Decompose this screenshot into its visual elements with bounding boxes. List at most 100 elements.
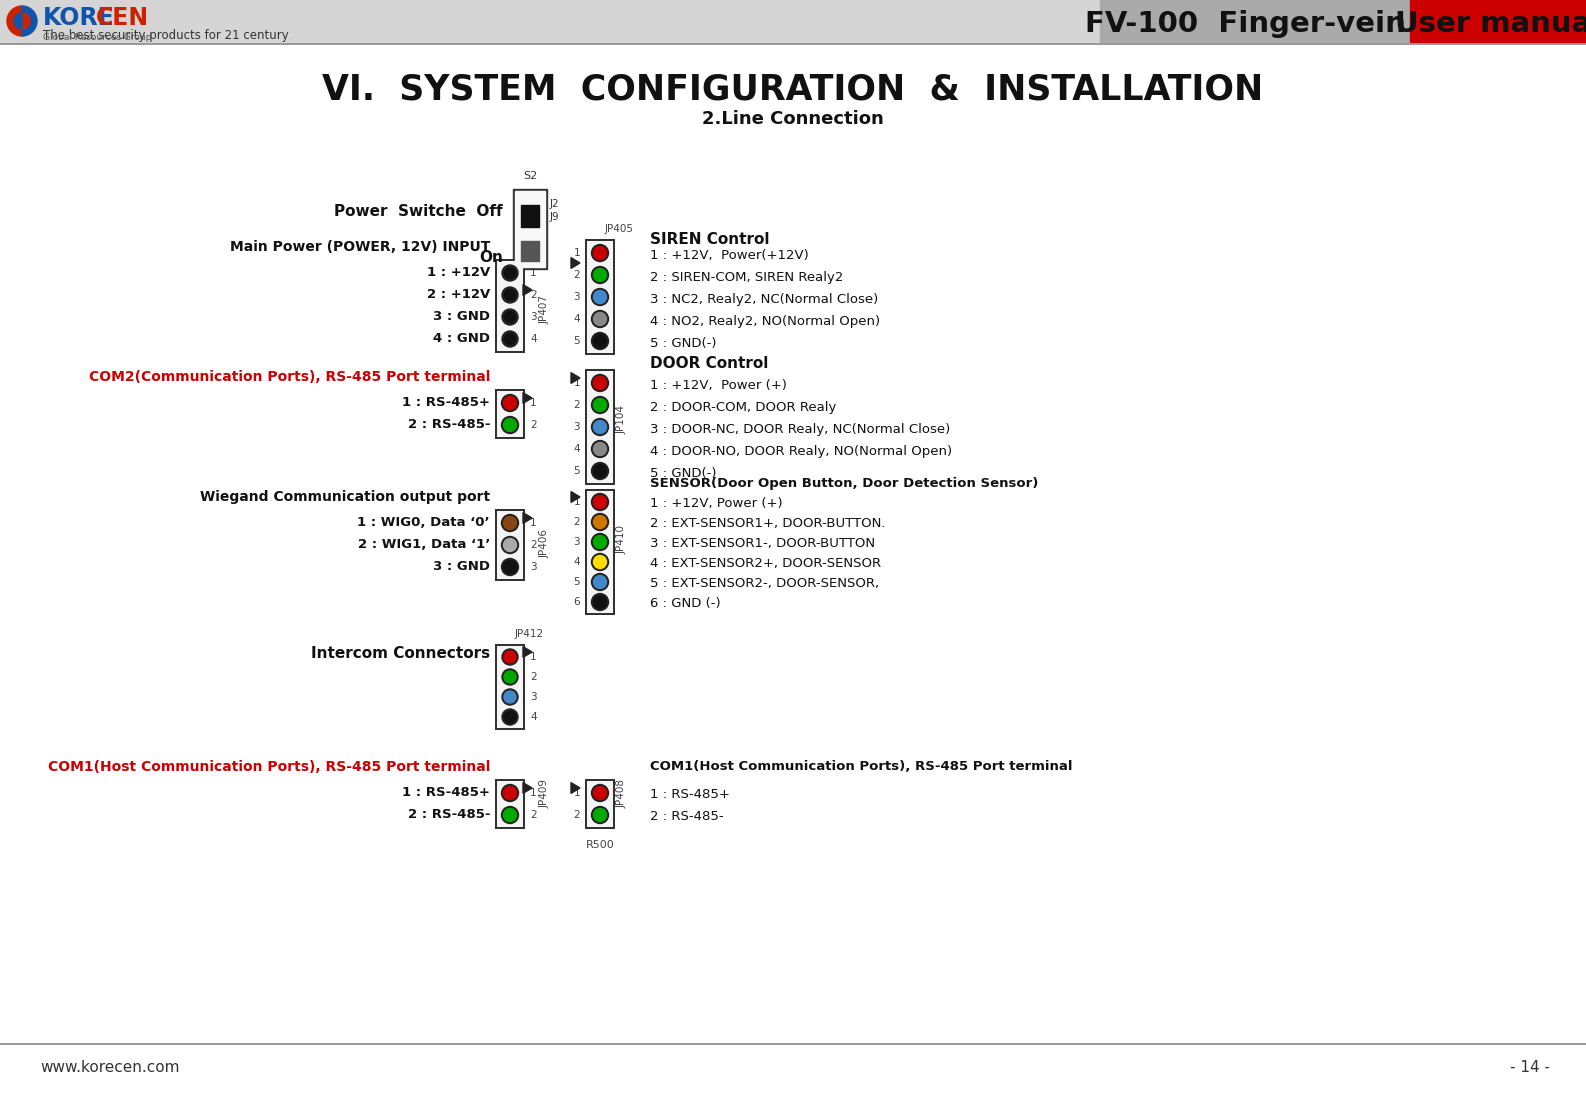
Circle shape: [593, 334, 606, 347]
Wedge shape: [22, 5, 36, 36]
Text: 1: 1: [574, 788, 580, 798]
Text: 5 : EXT-SENSOR2-, DOOR-SENSOR,: 5 : EXT-SENSOR2-, DOOR-SENSOR,: [650, 577, 879, 590]
Text: 2 : +12V: 2 : +12V: [427, 289, 490, 301]
Text: 1: 1: [530, 268, 536, 278]
Bar: [496, 646, 523, 728]
Circle shape: [504, 333, 515, 344]
Text: 3 : DOOR-NC, DOOR Realy, NC(Normal Close): 3 : DOOR-NC, DOOR Realy, NC(Normal Close…: [650, 422, 950, 435]
Text: JP407: JP407: [539, 295, 550, 323]
Text: 2: 2: [574, 810, 580, 820]
Text: FV-100  Finger-vein: FV-100 Finger-vein: [1085, 10, 1405, 38]
Text: 3 : EXT-SENSOR1-, DOOR-BUTTON: 3 : EXT-SENSOR1-, DOOR-BUTTON: [650, 537, 875, 551]
Text: 2 : EXT-SENSOR1+, DOOR-BUTTON.: 2 : EXT-SENSOR1+, DOOR-BUTTON.: [650, 518, 885, 531]
Bar: [495, 389, 525, 439]
Circle shape: [592, 441, 609, 457]
Circle shape: [593, 246, 606, 259]
Wedge shape: [22, 13, 30, 29]
Circle shape: [592, 533, 609, 551]
Text: 5 : GND(-): 5 : GND(-): [650, 336, 717, 349]
Circle shape: [503, 560, 517, 574]
Circle shape: [504, 711, 515, 723]
Bar: [520, 241, 539, 260]
Circle shape: [504, 671, 515, 682]
Text: 4: 4: [574, 314, 580, 324]
Text: 2 : DOOR-COM, DOOR Realy: 2 : DOOR-COM, DOOR Realy: [650, 400, 836, 413]
Bar: [585, 489, 615, 615]
Text: SENSOR(Door Open Button, Door Detection Sensor): SENSOR(Door Open Button, Door Detection …: [650, 477, 1039, 490]
Circle shape: [501, 395, 519, 411]
Circle shape: [592, 554, 609, 570]
Bar: [495, 259, 525, 353]
Bar: [587, 371, 614, 482]
Polygon shape: [571, 257, 580, 268]
Circle shape: [592, 463, 609, 479]
Text: 6 : GND (-): 6 : GND (-): [650, 598, 720, 611]
Circle shape: [503, 397, 517, 410]
Text: 1 : WIG0, Data ‘0’: 1 : WIG0, Data ‘0’: [357, 517, 490, 530]
Bar: [496, 391, 523, 437]
Circle shape: [503, 309, 519, 325]
Text: 3: 3: [574, 292, 580, 302]
Text: 2: 2: [530, 290, 536, 300]
Circle shape: [503, 287, 519, 303]
Bar: [515, 191, 546, 267]
Text: 1 : +12V, Power (+): 1 : +12V, Power (+): [650, 498, 782, 511]
Polygon shape: [523, 782, 531, 793]
Text: J9: J9: [550, 212, 560, 222]
Circle shape: [593, 290, 606, 303]
Text: www.korecen.com: www.korecen.com: [40, 1059, 179, 1075]
Circle shape: [503, 650, 519, 665]
Circle shape: [593, 443, 606, 455]
Bar: [585, 779, 615, 829]
Circle shape: [593, 576, 606, 588]
Bar: [496, 260, 523, 351]
Text: COM1(Host Communication Ports), RS-485 Port terminal: COM1(Host Communication Ports), RS-485 P…: [48, 761, 490, 774]
Text: 4: 4: [530, 712, 536, 722]
Text: 2 : SIREN-COM, SIREN Realy2: 2 : SIREN-COM, SIREN Realy2: [650, 270, 844, 284]
Bar: [495, 644, 525, 730]
Circle shape: [504, 267, 515, 278]
Circle shape: [503, 809, 517, 821]
Polygon shape: [571, 782, 580, 793]
Text: DOOR Control: DOOR Control: [650, 356, 768, 371]
Text: 1 : RS-485+: 1 : RS-485+: [403, 397, 490, 410]
Text: 1: 1: [574, 248, 580, 258]
Circle shape: [503, 709, 519, 725]
Text: JP412: JP412: [515, 629, 544, 639]
Text: Main Power (POWER, 12V) INPUT: Main Power (POWER, 12V) INPUT: [230, 240, 490, 254]
Text: 1 : RS-485+: 1 : RS-485+: [403, 787, 490, 799]
Text: VI.  SYSTEM  CONFIGURATION  &  INSTALLATION: VI. SYSTEM CONFIGURATION & INSTALLATION: [322, 73, 1264, 106]
Text: 2 : RS-485-: 2 : RS-485-: [408, 419, 490, 432]
Circle shape: [504, 651, 515, 663]
Text: S2: S2: [523, 171, 538, 181]
Text: 1: 1: [574, 378, 580, 388]
Text: 4 : NO2, Realy2, NO(Normal Open): 4 : NO2, Realy2, NO(Normal Open): [650, 314, 880, 328]
Text: 1 : +12V: 1 : +12V: [427, 266, 490, 279]
Text: JP408: JP408: [617, 779, 626, 809]
Circle shape: [593, 377, 606, 389]
Wedge shape: [14, 13, 22, 29]
Polygon shape: [571, 373, 580, 384]
Bar: [520, 206, 539, 227]
Circle shape: [592, 513, 609, 531]
Text: - 14 -: - 14 -: [1510, 1059, 1550, 1075]
Text: 1: 1: [530, 518, 536, 528]
Bar: [1410, 0, 1586, 42]
Text: SIREN Control: SIREN Control: [650, 232, 769, 246]
Circle shape: [501, 417, 519, 433]
Text: 2: 2: [530, 540, 536, 550]
Circle shape: [593, 421, 606, 433]
Text: 1: 1: [530, 788, 536, 798]
Circle shape: [501, 785, 519, 801]
Circle shape: [501, 514, 519, 532]
Text: 2.Line Connection: 2.Line Connection: [703, 110, 883, 127]
Text: 6: 6: [574, 597, 580, 607]
Circle shape: [593, 596, 606, 609]
Text: 5: 5: [574, 336, 580, 346]
Text: 1: 1: [530, 652, 536, 662]
Circle shape: [592, 807, 609, 823]
Bar: [0, 0, 1586, 42]
Circle shape: [593, 399, 606, 411]
Text: 2 : WIG1, Data ‘1’: 2 : WIG1, Data ‘1’: [357, 539, 490, 552]
Polygon shape: [523, 512, 531, 523]
